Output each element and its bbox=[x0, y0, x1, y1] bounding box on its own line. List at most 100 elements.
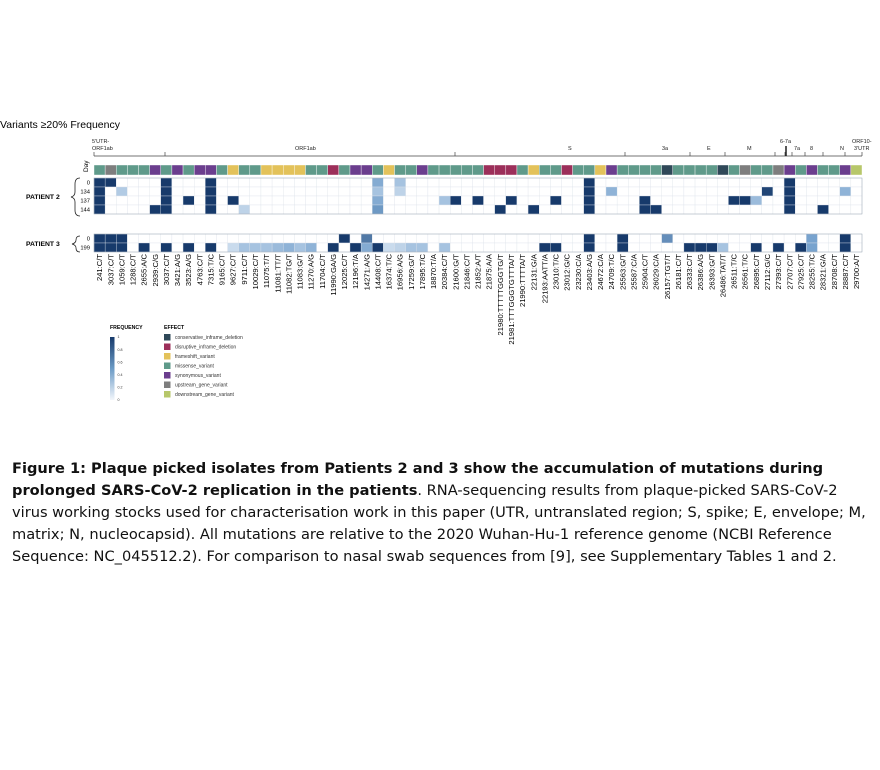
effect-cell bbox=[672, 164, 685, 176]
heatmap-cell bbox=[372, 204, 384, 215]
heatmap-cell bbox=[327, 233, 340, 244]
effect-swatch bbox=[164, 372, 171, 379]
heatmap-cell bbox=[628, 195, 640, 206]
heatmap-cell bbox=[171, 204, 184, 215]
heatmap-cell bbox=[116, 242, 128, 253]
heatmap-cell bbox=[516, 186, 529, 197]
heatmap-cell bbox=[616, 177, 629, 188]
effect-cell bbox=[327, 164, 340, 176]
heatmap-cell bbox=[438, 186, 451, 197]
heatmap-cell bbox=[171, 242, 184, 253]
effect-cell bbox=[449, 164, 462, 176]
heatmap-cell bbox=[205, 177, 217, 188]
effect-cell bbox=[216, 164, 228, 176]
heatmap-cell bbox=[193, 177, 206, 188]
heatmap-cell bbox=[850, 242, 863, 253]
heatmap-cell bbox=[739, 204, 751, 215]
effect-cell bbox=[650, 164, 662, 176]
mutation-label: 14408:C/T bbox=[373, 254, 382, 290]
gene-label-8: 8 bbox=[810, 146, 813, 152]
heatmap-cell bbox=[494, 233, 507, 244]
figure-caption: Figure 1: Plaque picked isolates from Pa… bbox=[12, 458, 868, 568]
effect-legend-label: downstream_gene_variant bbox=[175, 392, 235, 398]
mutation-label: 26486:TAT/T bbox=[718, 254, 727, 298]
frequency-tick: 0.6 bbox=[118, 360, 123, 364]
heatmap-cell bbox=[104, 177, 117, 188]
heatmap-cell bbox=[605, 204, 618, 215]
heatmap-cell bbox=[294, 177, 306, 188]
heatmap-cell bbox=[116, 233, 128, 244]
heatmap-cell bbox=[305, 186, 317, 197]
effect-cell bbox=[260, 164, 273, 176]
heatmap-cell bbox=[449, 195, 462, 206]
heatmap-cell bbox=[761, 177, 774, 188]
effect-cell bbox=[294, 164, 306, 176]
heatmap-cell bbox=[138, 233, 150, 244]
heatmap-cell bbox=[349, 195, 362, 206]
heatmap-cell bbox=[227, 233, 239, 244]
gene-label-orf10: ORF10- bbox=[852, 139, 872, 145]
effect-cell bbox=[494, 164, 507, 176]
mutation-label: 26561:T/C bbox=[741, 253, 750, 289]
heatmap-cell bbox=[739, 195, 751, 206]
heatmap-cell bbox=[227, 242, 239, 253]
day-labels: 0 134 137 144 0 199 bbox=[80, 181, 90, 252]
heatmap-cell bbox=[383, 177, 395, 188]
heatmap-cell bbox=[806, 195, 818, 206]
effect-cell bbox=[383, 164, 395, 176]
mutation-label: 25904:C/T bbox=[641, 254, 650, 290]
heatmap-cell bbox=[772, 233, 785, 244]
heatmap-cell bbox=[672, 242, 685, 253]
mutation-label: 23012:G/C bbox=[563, 253, 572, 290]
heatmap-cell bbox=[650, 233, 662, 244]
heatmap-cell bbox=[294, 195, 306, 206]
heatmap-cell bbox=[316, 233, 328, 244]
heatmap-cell bbox=[294, 242, 306, 253]
effect-swatch bbox=[164, 334, 171, 341]
heatmap-cell bbox=[795, 186, 807, 197]
heatmap-cell bbox=[795, 233, 807, 244]
heatmap-cell bbox=[628, 204, 640, 215]
heatmap-cell bbox=[739, 233, 751, 244]
heatmap-border bbox=[93, 233, 863, 253]
heatmap-cell bbox=[705, 242, 718, 253]
frequency-tick: 0 bbox=[118, 398, 120, 402]
heatmap-cell bbox=[527, 242, 540, 253]
effect-cell bbox=[783, 164, 796, 176]
heatmap-cell bbox=[93, 242, 106, 253]
heatmap-cell bbox=[372, 177, 384, 188]
heatmap-cell bbox=[472, 186, 484, 197]
heatmap-cell bbox=[349, 177, 362, 188]
effect-cell bbox=[683, 164, 696, 176]
heatmap-cell bbox=[283, 186, 295, 197]
mutation-label: 21980:TTTTTGGGTG/T bbox=[496, 254, 505, 336]
heatmap-cell bbox=[93, 204, 106, 215]
heatmap-cell bbox=[427, 195, 440, 206]
heatmap-cell bbox=[839, 204, 852, 215]
heatmap-cell bbox=[539, 177, 551, 188]
effect-cell bbox=[116, 164, 128, 176]
heatmap-cell bbox=[383, 242, 395, 253]
heatmap-cell bbox=[839, 242, 852, 253]
gene-label-utr3: 3'UTR bbox=[854, 146, 869, 152]
mutation-label: 17259:G/T bbox=[407, 254, 416, 290]
heatmap-cell bbox=[271, 195, 284, 206]
heatmap-cell bbox=[461, 204, 473, 215]
heatmap-cell bbox=[728, 242, 740, 253]
heatmap-cell bbox=[271, 242, 284, 253]
heatmap-cell bbox=[806, 177, 818, 188]
heatmap-cell bbox=[572, 177, 584, 188]
heatmap-cell bbox=[227, 177, 239, 188]
heatmap-cell bbox=[550, 233, 562, 244]
mutation-label: 3037:C/T bbox=[162, 254, 171, 286]
heatmap-cell bbox=[93, 186, 106, 197]
heatmap-cell bbox=[249, 186, 262, 197]
effect-legend-label: upstream_gene_variant bbox=[175, 383, 228, 389]
heatmap-cell bbox=[116, 195, 128, 206]
heatmap-cell bbox=[583, 204, 596, 215]
effect-cell bbox=[205, 164, 217, 176]
effect-cell bbox=[171, 164, 184, 176]
heatmap-cell bbox=[338, 233, 351, 244]
effect-cell bbox=[594, 164, 607, 176]
mutation-label: 24672:C/A bbox=[596, 253, 605, 290]
